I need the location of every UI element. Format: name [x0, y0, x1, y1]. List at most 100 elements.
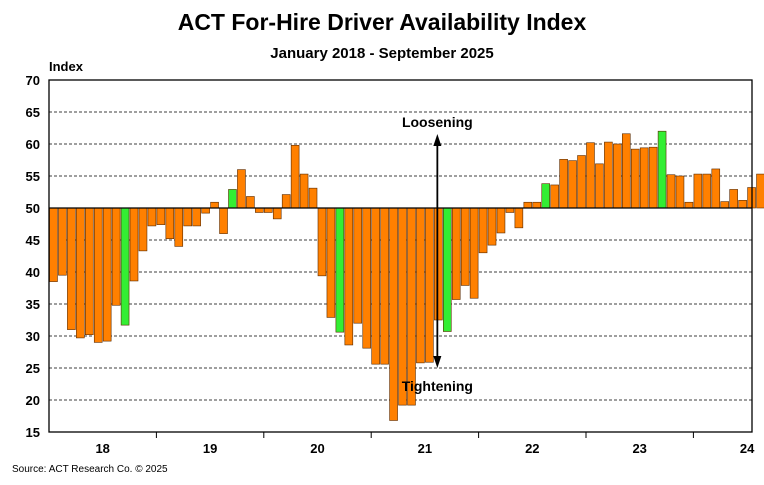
bar [174, 207, 184, 247]
bar [666, 174, 676, 209]
bar [129, 207, 139, 282]
bar [675, 175, 685, 209]
bar [532, 201, 542, 209]
bar [210, 201, 219, 209]
bar [398, 207, 407, 406]
bar [201, 207, 210, 214]
bar [246, 196, 255, 209]
x-tick-label: 24 [740, 441, 755, 456]
arrow-head-down [433, 356, 442, 368]
bar [407, 207, 416, 406]
bar [639, 147, 649, 209]
bar [595, 163, 604, 209]
bar [111, 207, 121, 306]
y-tick-label: 65 [26, 105, 40, 120]
bar-september [120, 207, 130, 326]
x-tick-label: 19 [203, 441, 217, 456]
bar [496, 207, 506, 234]
bar [93, 207, 103, 343]
y-tick-label: 45 [26, 233, 40, 248]
bar [255, 207, 264, 213]
bar [138, 207, 148, 252]
bar [147, 207, 157, 227]
bar [550, 184, 559, 209]
bar [621, 133, 631, 209]
bar [389, 207, 398, 421]
bar-september [657, 130, 667, 209]
bar [281, 194, 291, 209]
annotation-tightening: Tightening [402, 378, 473, 394]
bar [586, 142, 595, 209]
x-tick-label: 22 [525, 441, 539, 456]
bar [720, 201, 729, 209]
bar [478, 207, 488, 254]
x-tick-label: 23 [632, 441, 646, 456]
source-note: Source: ACT Research Co. © 2025 [12, 464, 168, 475]
bar [219, 207, 228, 234]
bar [308, 187, 318, 209]
y-tick-label: 35 [26, 297, 40, 312]
bar [577, 155, 586, 209]
bar [183, 207, 192, 227]
bar [568, 160, 577, 209]
y-tick-label: 50 [26, 201, 40, 216]
y-tick-label: 30 [26, 329, 40, 344]
bar-september [335, 207, 345, 333]
bar [514, 207, 524, 229]
bar [76, 207, 85, 339]
bar [434, 207, 443, 321]
bar [299, 173, 309, 209]
y-axis-title: Index [49, 59, 84, 74]
annotation-loosening: Loosening [402, 114, 473, 130]
bar [460, 207, 470, 286]
y-tick-label: 25 [26, 361, 40, 376]
bar [702, 173, 712, 209]
bar [693, 173, 703, 209]
bar [192, 207, 201, 227]
bar [326, 207, 336, 318]
x-tick-label: 21 [418, 441, 432, 456]
bar [469, 207, 479, 299]
annotation-layer: Loosening Tightening [402, 114, 473, 394]
bar [630, 148, 640, 209]
bar [290, 144, 300, 209]
bar [237, 169, 246, 209]
bar [559, 159, 568, 209]
bar [756, 173, 764, 209]
bar [416, 207, 425, 364]
bar [263, 207, 273, 213]
x-tick-label: 20 [310, 441, 324, 456]
bar [272, 207, 282, 220]
bar-september [228, 189, 237, 209]
bar [523, 201, 533, 209]
bar [371, 207, 380, 365]
bar [711, 168, 721, 209]
bar [684, 201, 694, 209]
chart-subtitle: January 2018 - September 2025 [270, 45, 494, 62]
bar [738, 200, 747, 209]
bar-september [541, 183, 550, 209]
bar [344, 207, 354, 346]
bar [451, 207, 461, 300]
bar [156, 207, 166, 225]
bar [380, 207, 389, 365]
y-tick-label: 60 [26, 137, 40, 152]
bar [165, 207, 175, 240]
bar [58, 207, 67, 276]
bar [604, 141, 613, 209]
bar [353, 207, 363, 324]
y-tick-label: 20 [26, 393, 40, 408]
arrow-head-up [433, 134, 442, 146]
bar [362, 207, 371, 349]
bar [102, 207, 112, 342]
bar [487, 207, 497, 246]
bar [505, 207, 515, 213]
bar [49, 207, 58, 282]
chart-title: ACT For-Hire Driver Availability Index [177, 9, 587, 35]
bar [613, 143, 622, 209]
bar [648, 146, 658, 209]
bar [67, 207, 76, 330]
bar [729, 189, 738, 209]
plot-frame [48, 79, 753, 433]
